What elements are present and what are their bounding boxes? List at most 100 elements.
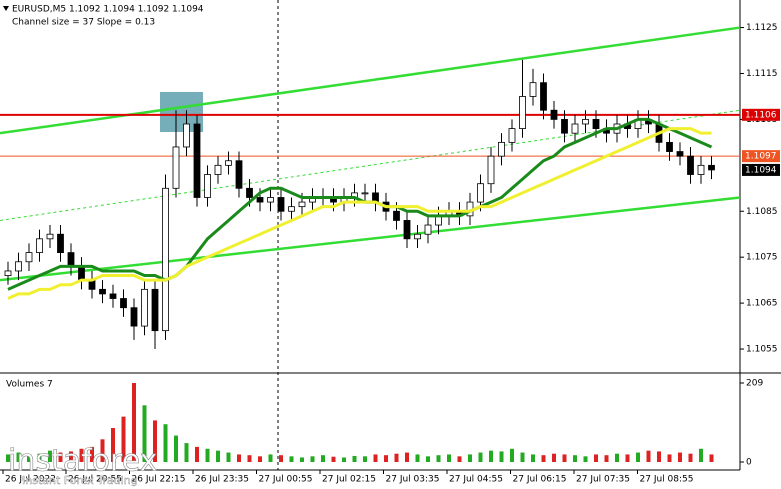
candle-body [183, 123, 190, 148]
volume-bar [657, 451, 661, 462]
candle-body [36, 238, 43, 253]
chart-subtitle: Channel size = 37 Slope = 0.13 [12, 18, 155, 28]
volume-bar [289, 456, 294, 462]
x-tick-label: 27 Jul 07:35 [576, 475, 630, 485]
volume-bar [646, 450, 651, 462]
volume-bar [331, 456, 336, 462]
candle-body [708, 164, 715, 171]
volume-bar [111, 427, 115, 462]
volume-bar [541, 455, 546, 462]
candle-body [582, 119, 589, 125]
volume-bar [300, 457, 304, 462]
volume-bar [153, 420, 157, 462]
y-tick-label: 1.1125 [746, 23, 778, 33]
candle-body [267, 197, 274, 203]
volume-tick-label: 0 [746, 458, 752, 468]
volume-bar [531, 454, 535, 462]
x-tick-label: 27 Jul 02:15 [322, 475, 376, 485]
volume-bar [447, 454, 451, 462]
volume-bar [573, 455, 577, 462]
candle-body [67, 252, 75, 267]
volume-bar [6, 454, 10, 462]
x-tick-label: 26 Jul 20:55 [68, 475, 122, 485]
candle-body [151, 288, 159, 332]
plot: 1.10551.10651.10751.10851.11051.11151.11… [0, 23, 780, 485]
candle-body [225, 160, 232, 166]
x-tick-label: 26 Jul 2022 [5, 475, 56, 485]
candle-body [424, 224, 432, 235]
volume-bar [195, 446, 199, 462]
price-level-box [742, 108, 780, 121]
chart-title: EURUSD,M5 1.1092 1.1094 1.1092 1.1094 [12, 5, 204, 15]
volume-bar [478, 452, 483, 462]
current-price-label: 1.1094 [745, 165, 777, 175]
volume-bar [468, 454, 472, 462]
current-price-box [742, 163, 780, 176]
candle-body [172, 146, 180, 189]
volume-bar [268, 454, 273, 462]
volume-bar [499, 451, 504, 462]
volume-bar [121, 416, 126, 462]
y-tick-label: 1.1065 [746, 299, 778, 309]
moving-average [7, 117, 713, 291]
candle-body [540, 82, 547, 111]
volume-bar [258, 456, 262, 462]
candle-body [57, 233, 64, 253]
x-tick-label: 26 Jul 23:35 [195, 475, 249, 485]
volume-bar [100, 439, 105, 462]
channel-middle [0, 109, 741, 221]
candle-body [519, 96, 526, 129]
volume-bar [520, 452, 525, 462]
price-level-label: 1.1106 [745, 110, 777, 120]
candle-body [78, 265, 85, 281]
volume-bar [69, 451, 73, 462]
volume-bar [48, 450, 52, 462]
volume-bar [667, 454, 672, 462]
volume-bar [436, 455, 441, 462]
candle-body [477, 183, 484, 203]
watermark: instaforex [8, 444, 157, 479]
candle-body [130, 307, 138, 327]
candle-body [592, 119, 600, 129]
volume-bar [216, 450, 220, 462]
volume-bar [709, 454, 714, 462]
candle-body [288, 206, 295, 212]
volume-bar [352, 455, 357, 462]
candle-body [561, 119, 568, 134]
candle-body [204, 174, 211, 198]
candle-body [487, 155, 495, 185]
y-tick-label: 1.1085 [746, 207, 778, 217]
y-tick-label: 1.1115 [746, 69, 778, 79]
price-level-box [742, 150, 780, 163]
candle-body [214, 164, 222, 175]
volume-bar [205, 448, 210, 462]
volume-bar [510, 448, 514, 462]
candle-body [676, 151, 684, 157]
volume-bar [457, 456, 462, 462]
volume-bar [321, 455, 325, 462]
volume-bar [226, 452, 231, 462]
price-level-label: 1.1097 [745, 152, 777, 162]
candle-body [15, 261, 22, 272]
volume-title: Volumes 7 [6, 380, 53, 390]
volume-bar [678, 452, 682, 462]
volume-tick-label: 209 [746, 379, 763, 389]
volume-bar [426, 456, 430, 462]
volume-bar [142, 405, 147, 462]
x-tick-label: 27 Jul 06:15 [513, 475, 567, 485]
volume-bar [394, 453, 399, 462]
x-tick-label: 27 Jul 08:55 [640, 475, 694, 485]
volume-bar [174, 435, 178, 462]
volume-bar [184, 443, 189, 462]
volume-bar [279, 455, 283, 462]
candle-body [162, 187, 169, 332]
volume-bar [363, 456, 367, 462]
candle-body [99, 288, 106, 295]
candle-body [498, 141, 505, 157]
candle-body [508, 128, 516, 143]
volume-bar [247, 455, 252, 462]
volume-bar [16, 452, 21, 462]
x-tick-label: 26 Jul 22:15 [132, 475, 186, 485]
volume-bar [132, 383, 136, 462]
